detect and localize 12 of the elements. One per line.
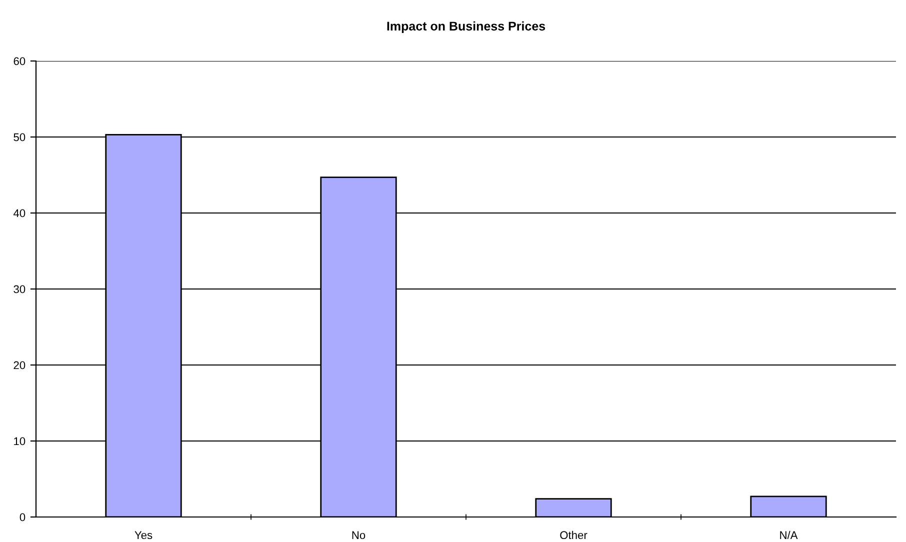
y-tick-label: 30	[14, 285, 26, 294]
chart-title: Impact on Business Prices	[387, 21, 546, 34]
y-tick-label: 0	[20, 513, 26, 522]
y-tick-label: 20	[14, 361, 26, 370]
y-tick-label: 60	[14, 57, 26, 66]
x-tick-label: N/A	[780, 530, 798, 540]
y-tick-label: 10	[14, 437, 26, 446]
x-tick-label: Other	[560, 530, 588, 540]
x-tick-label: Yes	[134, 531, 152, 540]
y-tick-label: 40	[13, 209, 26, 218]
y-tick-label: 50	[14, 133, 26, 142]
x-tick-label: No	[352, 531, 366, 540]
